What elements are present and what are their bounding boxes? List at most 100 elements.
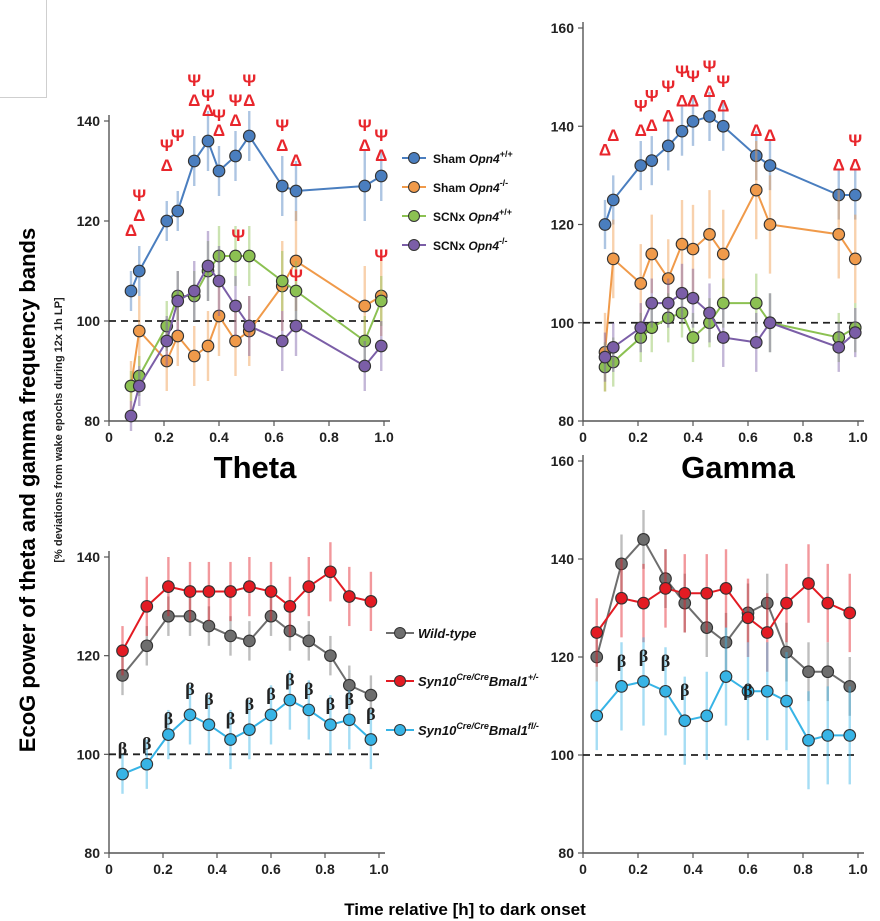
data-point xyxy=(590,709,604,723)
data-point xyxy=(686,331,700,344)
significance-mark: Δ xyxy=(750,121,762,140)
data-point xyxy=(760,684,774,698)
x-tick-label: 1.0 xyxy=(369,861,389,877)
data-point xyxy=(212,249,226,263)
data-point xyxy=(358,334,372,348)
data-point xyxy=(780,694,793,708)
data-point xyxy=(716,296,730,310)
data-point xyxy=(598,350,612,364)
data-point xyxy=(780,596,793,610)
data-point xyxy=(140,599,154,613)
significance-mark: Ψ xyxy=(358,116,372,135)
data-point xyxy=(171,294,185,308)
x-tick-label: 0.2 xyxy=(153,861,173,877)
data-point xyxy=(289,319,303,333)
data-point xyxy=(749,149,763,163)
significance-mark: β xyxy=(118,738,127,758)
data-point xyxy=(364,595,378,608)
legend-swatch-marker xyxy=(394,675,406,687)
significance-mark: Ψ xyxy=(275,116,289,135)
data-point xyxy=(741,611,755,625)
data-point xyxy=(661,311,675,325)
series-1 xyxy=(124,111,388,311)
data-point xyxy=(843,606,857,620)
data-point xyxy=(202,619,216,633)
significance-mark: Δ xyxy=(229,111,241,130)
data-point xyxy=(187,349,201,363)
x-tick-label: 0.8 xyxy=(793,861,813,877)
x-tick-label: 0.2 xyxy=(628,861,648,877)
panel-title-theta: Theta xyxy=(214,450,297,485)
legend-swatch-marker xyxy=(408,181,420,193)
legend-label: Wild-type xyxy=(418,626,476,641)
data-point xyxy=(659,582,672,595)
significance-mark: Ψ xyxy=(848,131,862,150)
series-2 xyxy=(124,211,388,411)
data-point xyxy=(832,188,846,202)
significance-mark: Δ xyxy=(599,141,611,160)
data-point xyxy=(224,629,237,643)
data-point xyxy=(634,159,648,172)
y-tick-label: 120 xyxy=(551,649,575,665)
data-point xyxy=(703,227,716,241)
data-point xyxy=(160,214,174,228)
data-point xyxy=(645,247,659,261)
data-point xyxy=(242,319,256,333)
x-tick-label: 1.0 xyxy=(848,429,868,445)
data-point xyxy=(760,596,774,610)
data-point xyxy=(374,294,388,308)
series-1 xyxy=(116,596,378,715)
legend-item: Sham Opn4+/+ xyxy=(402,149,513,166)
legend-label: Sham Opn4-/- xyxy=(433,178,508,195)
data-point xyxy=(132,264,146,278)
data-point xyxy=(832,227,846,241)
x-tick-label: 0.8 xyxy=(315,861,335,877)
data-point xyxy=(763,218,777,231)
y-tick-label: 100 xyxy=(77,746,101,762)
legend-item: SCNx Opn4-/- xyxy=(402,236,508,253)
data-point xyxy=(675,124,689,138)
significance-mark: Δ xyxy=(676,92,688,111)
data-point xyxy=(848,252,862,266)
data-point xyxy=(187,284,201,298)
x-tick-label: 0.8 xyxy=(793,429,813,445)
data-point xyxy=(212,164,226,178)
y-tick-label: 80 xyxy=(84,845,100,861)
significance-mark: Ψ xyxy=(229,91,243,110)
data-point xyxy=(183,585,197,598)
significance-mark: Δ xyxy=(635,121,647,140)
data-point xyxy=(171,204,185,218)
y-axis-label: EcoG power of theta and gamma frequency … xyxy=(15,228,40,752)
data-point xyxy=(212,309,226,323)
data-point xyxy=(634,277,648,290)
data-point xyxy=(132,324,146,338)
significance-mark: Δ xyxy=(290,151,302,170)
y-tick-label: 120 xyxy=(551,217,575,233)
data-point xyxy=(264,708,278,722)
data-point xyxy=(342,678,356,692)
significance-mark: Ψ xyxy=(160,136,174,155)
data-point xyxy=(283,693,297,707)
legend-label: SCNx Opn4-/- xyxy=(433,236,508,253)
data-point xyxy=(140,757,154,771)
data-point xyxy=(780,645,793,659)
data-point xyxy=(289,254,303,268)
legend-item: Syn10Cre/CreBmal1fl/- xyxy=(386,721,539,738)
y-tick-label: 140 xyxy=(77,549,101,565)
legend-label: Syn10Cre/CreBmal1fl/- xyxy=(418,721,539,738)
significance-mark: Ψ xyxy=(661,77,675,96)
x-tick-label: 0 xyxy=(579,861,587,877)
significance-mark: Δ xyxy=(687,92,699,111)
data-point xyxy=(843,729,857,742)
data-point xyxy=(700,621,714,634)
x-tick-label: 0.6 xyxy=(738,429,758,445)
data-point xyxy=(124,409,138,423)
data-point xyxy=(364,733,378,746)
legend-item: Syn10Cre/CreBmal1+/- xyxy=(386,672,539,689)
data-point xyxy=(716,247,730,261)
data-point xyxy=(364,688,378,702)
significance-mark: Ψ xyxy=(634,97,648,116)
data-point xyxy=(374,339,388,353)
significance-mark: Ψ xyxy=(201,86,215,105)
y-tick-label: 160 xyxy=(551,20,575,36)
